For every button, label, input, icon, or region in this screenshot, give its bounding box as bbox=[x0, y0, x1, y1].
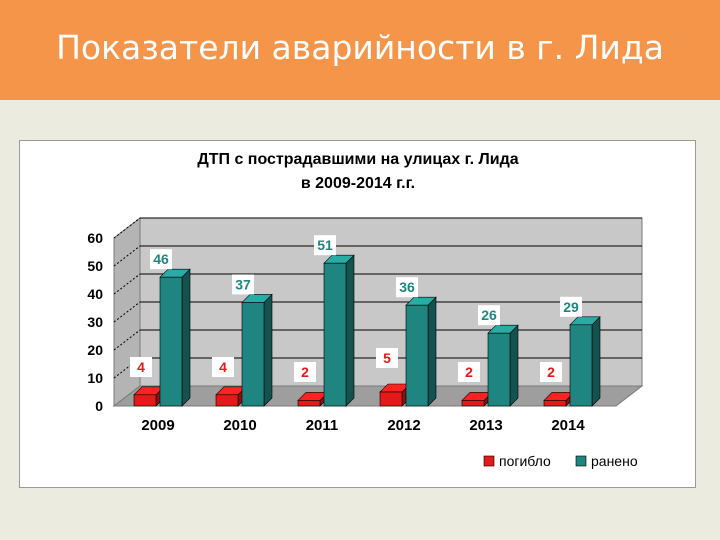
data-label-killed: 2 bbox=[458, 362, 480, 382]
bar-front bbox=[405, 304, 429, 407]
data-label-killed: 4 bbox=[130, 357, 152, 377]
data-label: 4 bbox=[137, 359, 145, 375]
data-label-box bbox=[458, 362, 480, 382]
bar-front bbox=[379, 391, 403, 407]
bar-killed bbox=[379, 383, 411, 407]
y-tick-label: 20 bbox=[87, 342, 103, 358]
chart-subtitle: в 2009-2014 г.г. bbox=[301, 175, 415, 192]
data-label: 2 bbox=[547, 364, 555, 380]
bar-injured bbox=[487, 324, 519, 407]
data-label: 29 bbox=[563, 299, 579, 315]
y-tick-label: 50 bbox=[87, 258, 103, 274]
bar-side bbox=[345, 254, 355, 407]
data-label: 51 bbox=[317, 237, 333, 253]
data-label: 37 bbox=[235, 276, 251, 292]
x-tick-label: 2014 bbox=[551, 417, 585, 434]
gridline-side bbox=[113, 301, 141, 323]
bar-front bbox=[461, 400, 485, 407]
legend-label: ранено bbox=[591, 453, 638, 469]
y-tick-label: 10 bbox=[87, 370, 103, 386]
bar-front bbox=[215, 394, 239, 407]
bar-side bbox=[181, 268, 191, 407]
data-label: 4 bbox=[219, 359, 227, 375]
bar-injured bbox=[323, 254, 355, 407]
data-label-killed: 4 bbox=[212, 357, 234, 377]
data-label: 2 bbox=[301, 364, 309, 380]
chart-title: ДТП с пострадавшими на улицах г. Лида bbox=[197, 151, 518, 168]
data-label-box bbox=[232, 274, 254, 295]
bar-front bbox=[487, 332, 511, 407]
data-label-box bbox=[314, 235, 336, 256]
bar-front bbox=[241, 302, 265, 407]
data-label-injured: 46 bbox=[150, 249, 172, 270]
gridline-side bbox=[113, 329, 141, 351]
bar-side bbox=[591, 316, 601, 407]
legend-label: погибло bbox=[499, 453, 551, 469]
bar-front bbox=[159, 276, 183, 407]
x-tick-label: 2013 bbox=[469, 417, 502, 434]
data-label: 26 bbox=[481, 307, 497, 323]
data-label-injured: 36 bbox=[396, 277, 418, 298]
legend: погибло ранено bbox=[483, 453, 638, 469]
data-label-box bbox=[294, 362, 316, 382]
bar-injured bbox=[241, 293, 273, 407]
bar-front bbox=[543, 400, 567, 407]
gridline-side bbox=[113, 245, 141, 267]
data-label-killed: 5 bbox=[376, 348, 398, 368]
data-label-injured: 37 bbox=[232, 274, 254, 295]
x-tick-label: 2009 bbox=[141, 417, 174, 434]
x-tick-label: 2010 bbox=[223, 417, 256, 434]
data-label: 36 bbox=[399, 279, 415, 295]
x-axis-labels: 2009 2010 2011 2012 2013 2014 bbox=[141, 417, 585, 434]
data-label-box bbox=[130, 357, 152, 377]
y-tick-label: 40 bbox=[87, 286, 103, 302]
title-bar bbox=[0, 0, 720, 100]
legend-swatch bbox=[483, 455, 495, 467]
data-label-injured: 51 bbox=[314, 235, 336, 256]
data-label-box bbox=[396, 277, 418, 298]
data-label-killed: 2 bbox=[294, 362, 316, 382]
data-label-box bbox=[560, 296, 582, 317]
data-label-box bbox=[540, 362, 562, 382]
slide-title: Показатели аварийности в г. Лида bbox=[56, 28, 664, 67]
bar-front bbox=[297, 400, 321, 407]
gridline-side bbox=[113, 217, 141, 239]
data-label-injured: 29 bbox=[560, 296, 582, 317]
legend-swatch bbox=[575, 455, 587, 467]
bar-front bbox=[569, 324, 593, 407]
data-label: 46 bbox=[153, 251, 169, 267]
bar-front bbox=[133, 394, 157, 407]
bars: 4 46 4 37 2 51 5 36 2 26 2 29 bbox=[130, 235, 601, 407]
data-label-box bbox=[376, 348, 398, 368]
y-tick-label: 30 bbox=[87, 314, 103, 330]
bar-side bbox=[509, 324, 519, 407]
data-label: 5 bbox=[383, 350, 391, 366]
data-label-killed: 2 bbox=[540, 362, 562, 382]
bar-front bbox=[323, 262, 347, 407]
x-tick-label: 2011 bbox=[306, 417, 339, 434]
bar-injured bbox=[569, 316, 601, 407]
bar-side bbox=[263, 293, 273, 407]
data-label-box bbox=[150, 249, 172, 270]
y-axis-ticks: 0 10 20 30 40 50 60 bbox=[87, 230, 103, 414]
bar-injured bbox=[405, 296, 437, 407]
data-label-box bbox=[212, 357, 234, 377]
data-label-box bbox=[478, 305, 500, 326]
bar-side bbox=[427, 296, 437, 407]
x-tick-label: 2012 bbox=[387, 417, 420, 434]
data-label: 2 bbox=[465, 364, 473, 380]
bar-injured bbox=[159, 268, 191, 407]
y-tick-label: 60 bbox=[87, 230, 103, 246]
gridline-side bbox=[113, 273, 141, 295]
gridline-side bbox=[113, 357, 141, 379]
y-tick-label: 0 bbox=[95, 398, 103, 414]
data-label-injured: 26 bbox=[478, 305, 500, 326]
